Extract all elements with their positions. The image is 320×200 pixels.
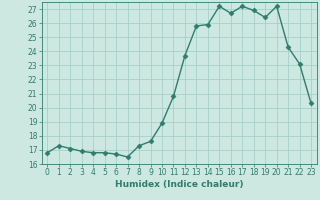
X-axis label: Humidex (Indice chaleur): Humidex (Indice chaleur) [115,180,244,189]
